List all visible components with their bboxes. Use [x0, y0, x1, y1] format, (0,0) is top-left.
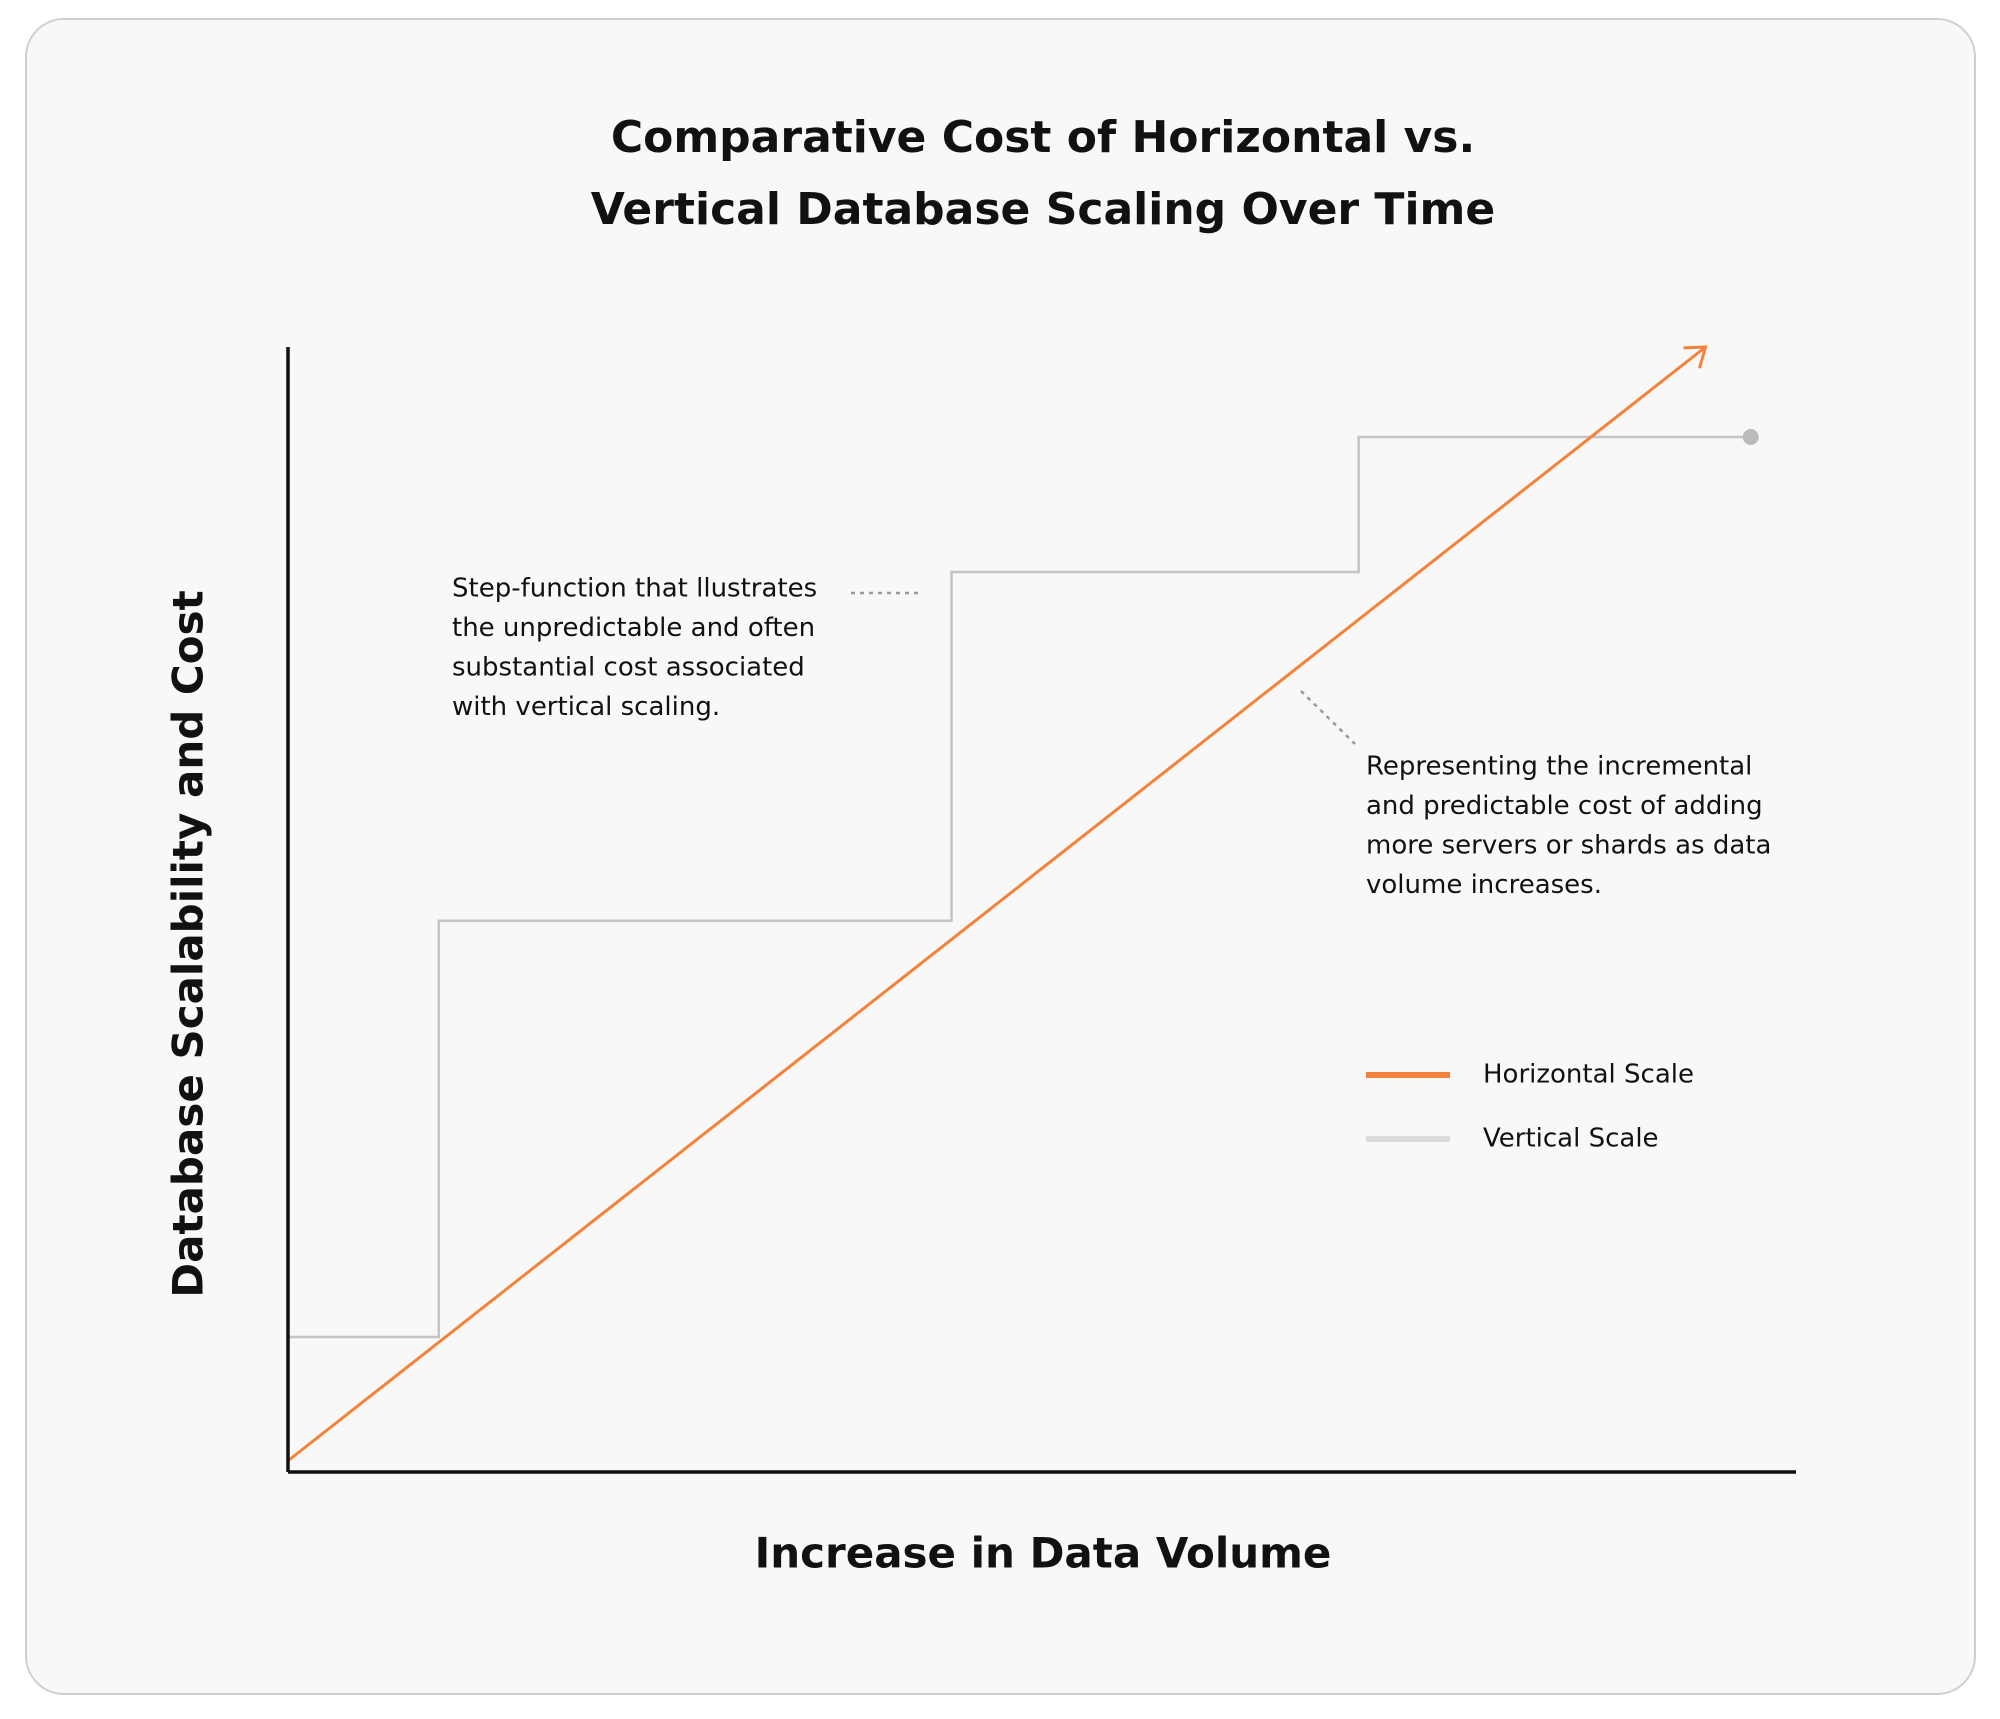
legend-label: Vertical Scale: [1483, 1124, 1659, 1154]
x-axis-label: Increase in Data Volume: [755, 1529, 1332, 1578]
leader-line: [1300, 690, 1356, 745]
series-line: [287, 345, 1707, 1462]
annotation: and predictable cost of adding: [1366, 791, 1763, 821]
chart-title: Comparative Cost of Horizontal vs.: [611, 112, 1475, 163]
annotation: more servers or shards as data: [1366, 831, 1771, 861]
y-axis-label: Database Scalability and Cost: [164, 590, 213, 1297]
end-dot: [1742, 429, 1759, 445]
legend-label: Horizontal Scale: [1483, 1060, 1694, 1090]
annotation: Step-function that llustrates: [452, 574, 817, 604]
series-line: [288, 435, 1751, 1339]
annotation: substantial cost associated: [452, 653, 805, 683]
annotation: Representing the incremental: [1366, 752, 1752, 782]
chart-title: Vertical Database Scaling Over Time: [591, 184, 1495, 235]
arrow-head: [1683, 345, 1708, 369]
annotation: volume increases.: [1366, 870, 1602, 900]
annotation: the unpredictable and often: [452, 613, 815, 643]
annotation: with vertical scaling.: [452, 692, 720, 722]
